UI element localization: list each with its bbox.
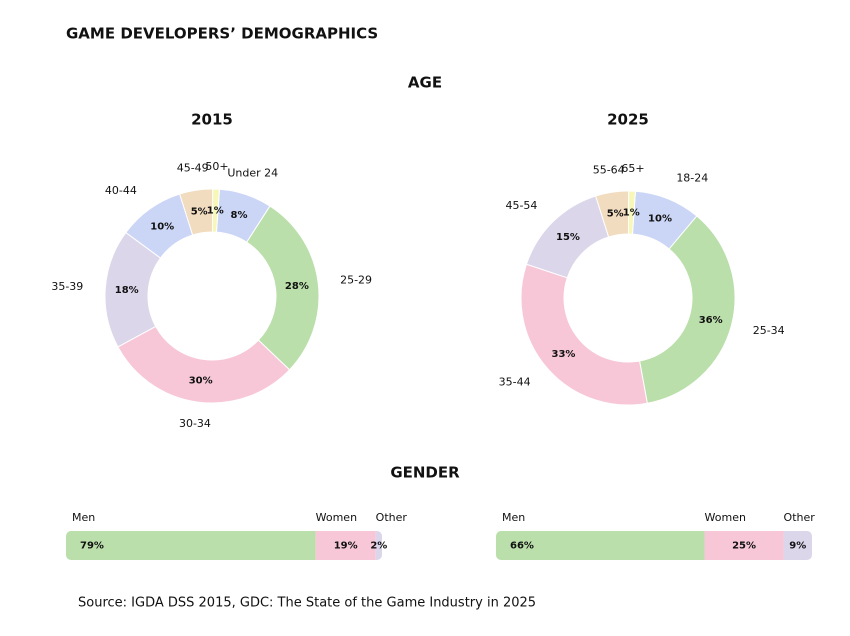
value-label: 18% [115,285,139,296]
legend-label: Other [376,511,408,524]
value-label: 5% [191,206,208,217]
value-label: 25% [732,541,756,552]
donut-segment [638,215,736,404]
value-label: 5% [607,208,624,219]
category-label: 45-54 [505,199,537,212]
source: Source: IGDA DSS 2015, GDC: The State of… [78,596,536,611]
donut-segment [627,190,636,235]
bar-segment [783,531,812,560]
legend-label: Women [705,511,746,524]
value-label: 33% [552,349,576,360]
value-label: 9% [789,541,806,552]
section-title: GENDER [390,464,460,482]
page-title: GAME DEVELOPERS’ DEMOGRAPHICS [66,25,378,43]
value-label: 10% [150,221,174,232]
category-label: 55-64 [593,163,625,176]
donut-segment [117,325,291,404]
legend-label: Other [784,511,816,524]
donut-segment [245,205,320,371]
section-title: AGE [408,74,442,92]
donut-segment [520,263,648,406]
donut-segment [211,188,220,233]
category-label: 45-49 [177,161,209,174]
category-label: 30-34 [179,417,211,430]
value-label: 10% [648,214,672,225]
category-label: 25-34 [753,324,785,337]
category-label: 50+ [205,160,228,173]
bar-segment [375,531,382,560]
value-label: 66% [510,541,534,552]
chart-title: 2015 [191,111,233,129]
value-label: 8% [230,210,247,221]
legend-label: Men [72,511,95,524]
category-label: 65+ [621,162,644,175]
category-label: 35-39 [51,280,83,293]
bar-segment [704,531,784,560]
bar-segment [66,531,316,560]
category-label: 18-24 [676,171,708,184]
value-label: 28% [285,281,309,292]
legend-label: Women [316,511,357,524]
value-label: 1% [623,208,640,219]
value-label: 79% [80,541,104,552]
value-label: 19% [334,541,358,552]
value-label: 15% [556,232,580,243]
value-label: 2% [370,541,387,552]
category-label: 25-29 [340,274,372,287]
bar-segment [315,531,376,560]
value-label: 30% [189,376,213,387]
legend-label: Men [502,511,525,524]
value-label: 36% [699,315,723,326]
chart-title: 2025 [607,111,649,129]
bar-segment [496,531,705,560]
category-label: 35-44 [499,376,531,389]
category-label: Under 24 [227,167,278,180]
value-label: 1% [207,206,224,217]
category-label: 40-44 [105,184,137,197]
